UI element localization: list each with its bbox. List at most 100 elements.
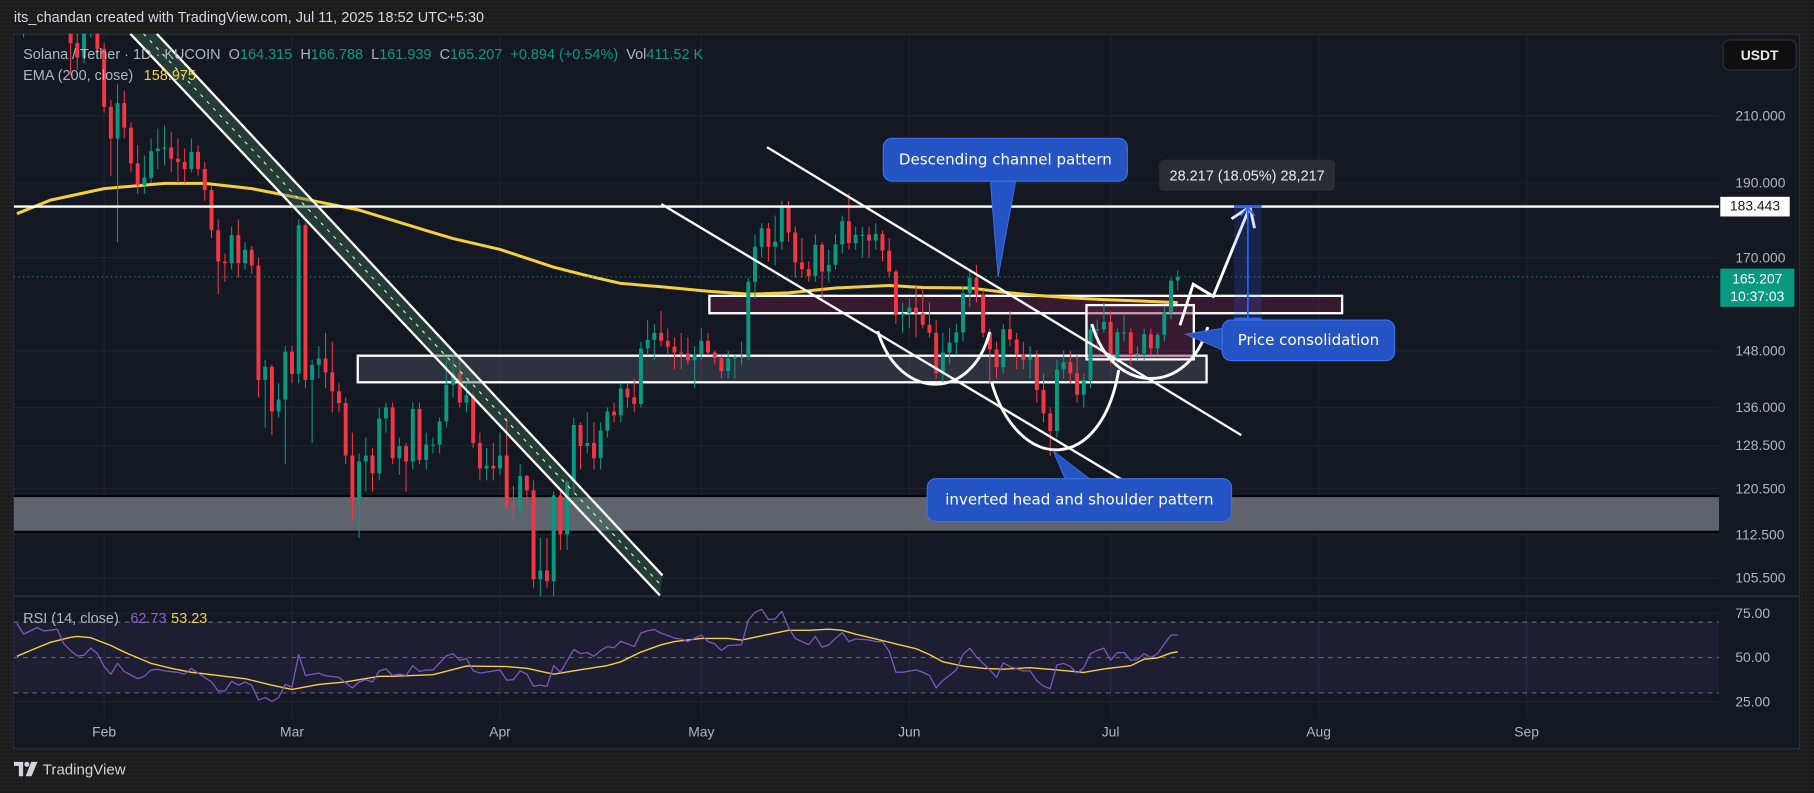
- candle: [706, 332, 710, 356]
- rsi-legend[interactable]: RSI (14, close) 62.73 53.23: [23, 609, 207, 626]
- bar-countdown: 10:37:03: [1730, 287, 1785, 304]
- candle: [1122, 315, 1127, 342]
- candle: [1101, 302, 1106, 333]
- symbol-title[interactable]: Solana / Tether · 1D · KUCOIN: [23, 45, 221, 62]
- price-axis-label: 148.000: [1735, 342, 1785, 358]
- time-axis-label: Apr: [489, 723, 511, 739]
- candle: [410, 402, 415, 470]
- candle: [799, 238, 804, 278]
- price-axis-label: 128.500: [1735, 437, 1785, 453]
- right-shoulder-curve[interactable]: [1090, 323, 1210, 380]
- ema-legend[interactable]: EMA (200, close) 158.975: [23, 66, 196, 83]
- candle: [229, 226, 234, 270]
- candle: [404, 442, 409, 492]
- candle: [578, 422, 583, 470]
- candle: [209, 186, 214, 239]
- pointer-descending-channel: [989, 180, 1017, 277]
- candle: [1128, 328, 1133, 365]
- time-axis-label: Aug: [1306, 723, 1331, 739]
- candle: [23, 33, 25, 38]
- channel-lower-line[interactable]: [660, 203, 1148, 496]
- candle: [1148, 328, 1153, 356]
- candle: [202, 162, 207, 201]
- candle: [424, 432, 429, 470]
- left-shoulder-curve[interactable]: [876, 330, 992, 386]
- time-axis-label: Jun: [898, 723, 920, 739]
- candle: [249, 245, 254, 274]
- candle: [974, 264, 979, 303]
- candle: [779, 200, 784, 250]
- open-key: O: [228, 45, 240, 62]
- price-axis-label: 190.000: [1735, 175, 1785, 191]
- rsi-ma-value: 53.23: [171, 609, 208, 626]
- candle: [672, 337, 677, 370]
- candle: [290, 346, 294, 384]
- candle: [323, 332, 328, 389]
- candle: [236, 219, 241, 278]
- candle: [605, 407, 610, 438]
- candle: [243, 242, 247, 270]
- candle: [135, 145, 140, 194]
- rsi-band: [13, 621, 1720, 694]
- candle: [665, 328, 670, 356]
- candle: [565, 480, 570, 550]
- candle: [182, 148, 187, 183]
- rsi-ma-line[interactable]: [16, 628, 1178, 691]
- main-price-pane[interactable]: [13, 0, 1720, 641]
- rsi-axis-label: 50.00: [1735, 649, 1770, 665]
- candle: [518, 464, 523, 515]
- candle: [961, 285, 965, 342]
- rsi-pane[interactable]: [13, 608, 1720, 703]
- candle: [1021, 341, 1026, 370]
- ohlc-high: H166.788: [300, 46, 363, 62]
- candle: [1014, 332, 1019, 370]
- parallel-channel[interactable]: [129, 33, 664, 597]
- candle: [793, 226, 798, 278]
- main-legend: Solana / Tether · 1D · KUCOIN O164.315 H…: [23, 45, 703, 62]
- price-axis-label: 170.000: [1735, 249, 1785, 265]
- candle: [377, 407, 382, 481]
- candle: [330, 341, 335, 413]
- time-axis-label: Sep: [1514, 723, 1539, 739]
- candle: [1115, 328, 1120, 365]
- candle: [149, 138, 154, 183]
- pointer-inverted-head-shoulders: [1052, 449, 1093, 481]
- candle: [1075, 355, 1080, 403]
- candle: [471, 392, 476, 449]
- high-value: 166.788: [310, 45, 364, 62]
- candle: [853, 226, 858, 250]
- candle: [417, 402, 422, 465]
- candle: [108, 99, 113, 176]
- rsi-axis-label: 75.00: [1735, 605, 1770, 621]
- candlesticks: [23, 33, 1180, 597]
- last-price-value: 165.207: [1732, 270, 1783, 287]
- price-axis-label: 112.500: [1735, 526, 1784, 542]
- head-curve[interactable]: [990, 369, 1121, 452]
- candle: [390, 402, 395, 465]
- callout-inverted-head-shoulders: inverted head and shoulder pattern: [926, 478, 1233, 523]
- candle: [659, 311, 664, 347]
- channel-upper-line[interactable]: [766, 146, 1242, 437]
- candle: [1061, 350, 1066, 379]
- ema-200-line[interactable]: [16, 181, 1178, 305]
- candle: [444, 359, 449, 428]
- range-box-lower[interactable]: [356, 354, 1208, 384]
- price-range-tool[interactable]: [1234, 205, 1262, 320]
- open-value: 164.315: [239, 45, 293, 62]
- candle: [538, 537, 543, 597]
- rsi-line[interactable]: [16, 608, 1178, 703]
- candle: [1175, 270, 1180, 291]
- candle: [1169, 277, 1173, 320]
- candle: [363, 437, 368, 492]
- candle: [337, 383, 341, 413]
- price-axis-label: 120.500: [1735, 480, 1785, 496]
- candle: [638, 341, 643, 408]
- ema-value: 158.975: [143, 66, 196, 83]
- candle: [598, 422, 603, 470]
- candle: [900, 302, 905, 333]
- candle: [498, 432, 502, 475]
- currency-unit-button[interactable]: USDT: [1722, 39, 1797, 71]
- tradingview-brand[interactable]: TradingView: [13, 761, 126, 778]
